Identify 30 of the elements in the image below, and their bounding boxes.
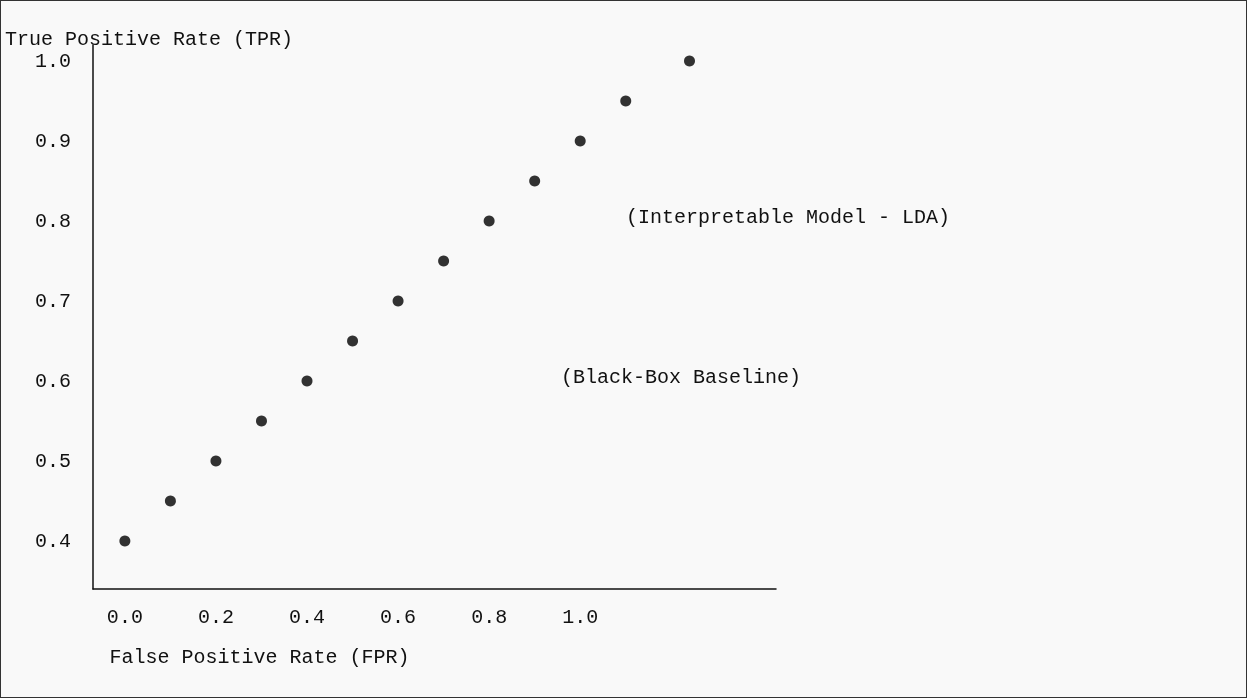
point bbox=[438, 255, 450, 267]
point bbox=[620, 95, 632, 107]
point bbox=[529, 175, 541, 187]
x-tick-label: 0.6 bbox=[380, 605, 417, 629]
y-tick-label: 1.0 bbox=[34, 49, 71, 73]
y-tick-label: 0.5 bbox=[34, 449, 71, 473]
y-tick-label: 0.4 bbox=[34, 529, 71, 553]
y-tick-label: 0.8 bbox=[34, 209, 71, 233]
point bbox=[119, 535, 131, 547]
x-tick-label: 0.2 bbox=[197, 605, 234, 629]
y-tick-label: 0.9 bbox=[34, 129, 71, 153]
point bbox=[255, 415, 267, 427]
point bbox=[347, 335, 359, 347]
x-axis-title: False Positive Rate (FPR) bbox=[109, 645, 410, 669]
point bbox=[483, 215, 495, 227]
y-tick-label: 0.7 bbox=[34, 289, 71, 313]
point bbox=[392, 295, 404, 307]
point bbox=[210, 455, 222, 467]
point bbox=[164, 495, 176, 507]
point bbox=[301, 375, 313, 387]
y-axis-title: True Positive Rate (TPR) bbox=[5, 27, 294, 51]
x-tick-label: 0.0 bbox=[106, 605, 143, 629]
point bbox=[684, 55, 695, 67]
point bbox=[574, 135, 586, 147]
annotation: (Interpretable Model - LDA) bbox=[626, 205, 951, 229]
x-tick-label: 0.8 bbox=[471, 605, 508, 629]
x-tick-label: 1.0 bbox=[562, 605, 599, 629]
y-tick-label: 0.6 bbox=[34, 369, 71, 393]
x-tick-label: 0.4 bbox=[289, 605, 326, 629]
annotation: (Black-Box Baseline) bbox=[561, 365, 802, 389]
